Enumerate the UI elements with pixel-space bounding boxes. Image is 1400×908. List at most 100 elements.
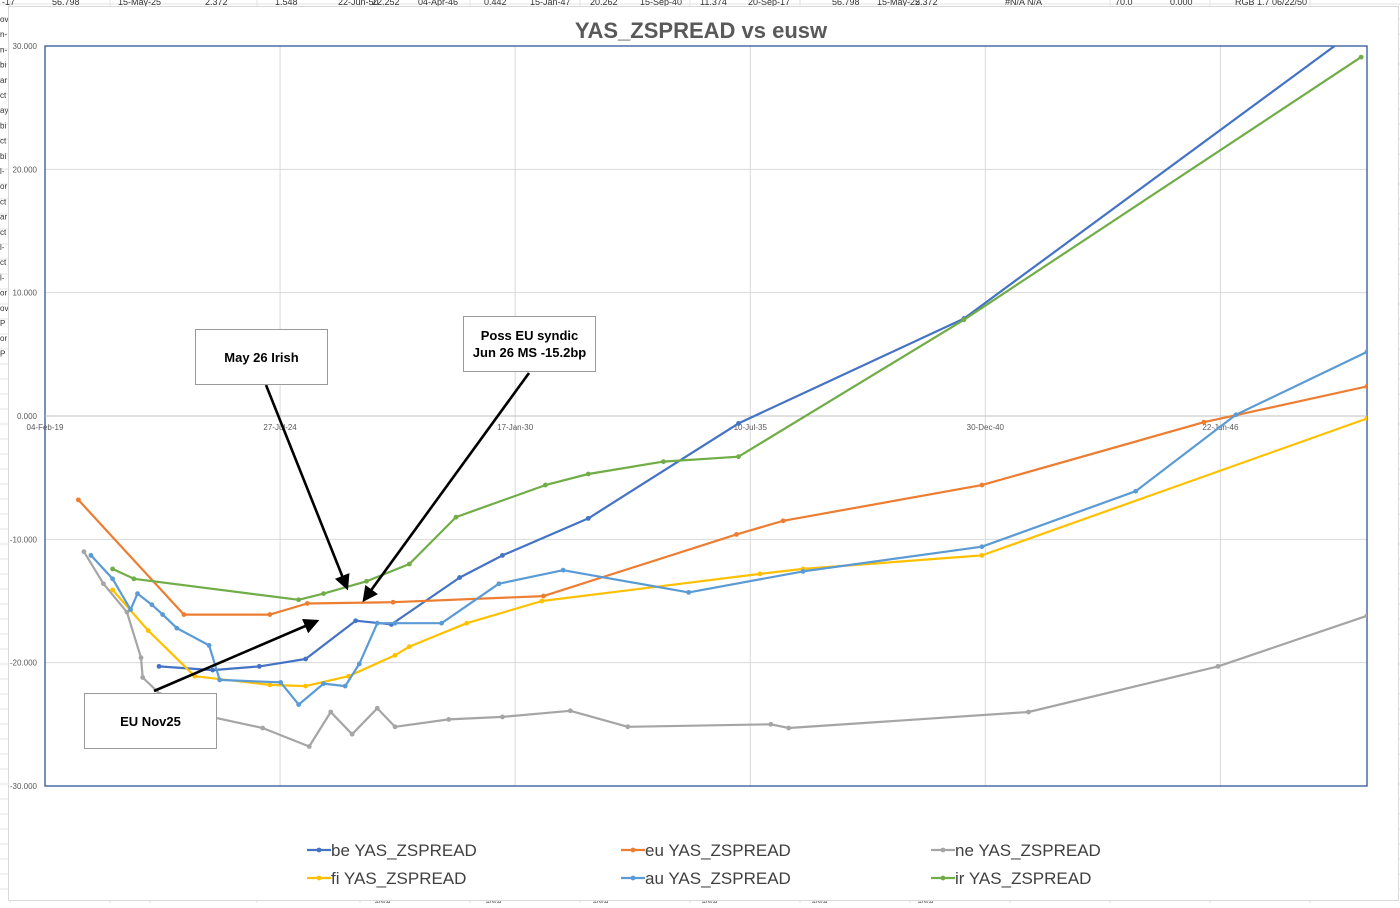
sheet-cell[interactable]: 22.252 — [372, 0, 400, 7]
data-point — [296, 597, 302, 603]
sheet-cell[interactable]: ct — [0, 137, 7, 146]
annotation-may26-irish: May 26 Irish — [195, 329, 328, 385]
sheet-cell[interactable]: -17 — [2, 0, 15, 7]
data-point — [128, 607, 133, 613]
data-point — [736, 421, 741, 426]
sheet-cell[interactable]: ct — [0, 197, 7, 206]
sheet-cell[interactable]: or — [0, 334, 7, 343]
data-point — [585, 471, 591, 477]
data-point — [780, 518, 786, 524]
legend-item[interactable]: ir YAS_ZSPREAD — [931, 869, 1091, 888]
sheet-cell[interactable]: 2.372 — [915, 0, 938, 7]
sheet-cell[interactable]: ct — [0, 258, 7, 267]
sheet-cell[interactable]: n- — [0, 30, 7, 39]
data-point — [660, 459, 666, 465]
sheet-cell[interactable]: #N/A N/A — [1005, 0, 1042, 7]
data-point — [786, 725, 792, 731]
sheet-cell[interactable]: 56.798 — [832, 0, 860, 7]
sheet-cell[interactable]: ay — [0, 106, 8, 115]
sheet-cell[interactable]: 0.442 — [484, 0, 507, 7]
line-chart: YAS_ZSPREAD vs eusw 30.000 20.000 10.000 0.… — [10, 18, 1368, 888]
data-point — [979, 544, 985, 550]
data-point — [156, 663, 162, 669]
data-point — [131, 576, 137, 582]
annotation-arrow — [153, 618, 320, 693]
sheet-cell[interactable]: 15-May-25 — [118, 0, 161, 7]
data-point — [542, 482, 548, 488]
sheet-cell[interactable]: 56.798 — [52, 0, 80, 7]
data-point — [110, 566, 115, 572]
x-tick-label: 27-Jul-24 — [263, 423, 297, 432]
sheet-cell[interactable]: 20-Sep-17 — [748, 0, 790, 7]
legend-item[interactable]: fi YAS_ZSPREAD — [307, 869, 466, 888]
sheet-cell[interactable]: l- — [0, 167, 5, 176]
data-point — [304, 601, 310, 606]
data-point — [736, 454, 741, 460]
data-point — [267, 682, 273, 688]
sheet-cell[interactable]: 11.374 — [700, 0, 727, 7]
legend-item[interactable]: be YAS_ZSPREAD — [307, 841, 477, 860]
sheet-cell[interactable]: 2.372 — [205, 0, 228, 7]
series-line — [77, 385, 1367, 616]
sheet-cell[interactable]: 1.548 — [275, 0, 298, 7]
data-point — [453, 514, 459, 520]
legend-label: eu YAS_ZSPREAD — [645, 841, 791, 860]
data-point — [321, 681, 326, 687]
sheet-cell[interactable]: ov — [0, 304, 8, 313]
data-point — [303, 656, 308, 662]
data-point — [392, 724, 398, 730]
sheet-cell[interactable]: 15-Jan-47 — [530, 0, 571, 7]
sheet-cell[interactable]: bi — [0, 121, 6, 130]
legend-marker — [316, 875, 322, 881]
data-point — [306, 744, 312, 749]
sheet-cell[interactable]: ov — [0, 15, 8, 24]
sheet-cell[interactable]: 04-Apr-46 — [418, 0, 458, 7]
legend-item[interactable]: ne YAS_ZSPREAD — [931, 841, 1101, 860]
data-point — [101, 581, 106, 587]
sheet-cell[interactable]: 15-May-25 — [877, 0, 920, 7]
data-point — [135, 591, 140, 596]
sheet-cell[interactable]: l- — [0, 243, 5, 252]
legend-marker — [630, 847, 636, 853]
sheet-cell[interactable]: 20.262 — [590, 0, 618, 7]
legend-marker — [940, 875, 946, 881]
series-eu — [75, 384, 1367, 617]
sheet-cell[interactable]: ar — [0, 213, 7, 222]
sheet-cell[interactable]: ct — [0, 228, 7, 237]
data-point — [1364, 613, 1367, 619]
sheet-cell[interactable]: ar — [0, 76, 7, 85]
data-point — [390, 599, 396, 605]
sheet-cell[interactable]: 15-Sep-40 — [640, 0, 682, 7]
series-line — [111, 417, 1367, 688]
series-ir — [110, 54, 1364, 603]
sheet-cell[interactable]: bi — [0, 152, 6, 161]
data-point — [149, 602, 155, 608]
sheet-cell[interactable]: or — [0, 182, 7, 191]
sheet-cell[interactable]: l- — [0, 273, 5, 282]
sheet-cell[interactable]: bi — [0, 61, 6, 70]
data-point — [328, 709, 334, 715]
annotation-arrow — [264, 384, 350, 591]
legend-item[interactable]: au YAS_ZSPREAD — [621, 869, 791, 888]
sheet-cell[interactable]: RGB 1.7 06/22/50 — [1235, 0, 1307, 7]
data-point — [625, 724, 631, 730]
sheet-cell[interactable]: ct — [0, 91, 7, 100]
data-point — [1364, 384, 1367, 389]
x-tick-label: 30-Dec-40 — [967, 423, 1005, 432]
sheet-cell[interactable]: P — [0, 319, 5, 328]
data-point — [457, 575, 462, 580]
sheet-cell[interactable]: or — [0, 289, 7, 298]
data-point — [217, 677, 223, 683]
series-au — [88, 349, 1367, 707]
sheet-cell[interactable]: 0.000 — [1170, 0, 1193, 7]
sheet-cell[interactable]: n- — [0, 45, 7, 54]
data-point — [800, 569, 806, 574]
data-point — [1364, 416, 1367, 421]
chart-area[interactable]: YAS_ZSPREAD vs eusw 30.000 20.000 10.000 0.… — [8, 6, 1399, 901]
sheet-cell[interactable]: 22-Jun-50 — [338, 0, 379, 7]
sheet-cell[interactable]: P — [0, 349, 5, 358]
legend-item[interactable]: eu YAS_ZSPREAD — [621, 841, 791, 860]
sheet-cell[interactable]: 70.0 — [1115, 0, 1133, 7]
data-point — [374, 705, 380, 711]
series-line — [90, 350, 1367, 706]
